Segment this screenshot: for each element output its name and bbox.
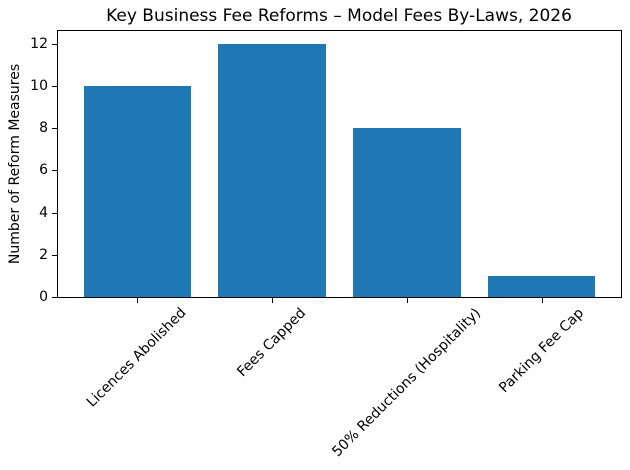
y-tick-mark xyxy=(52,85,57,87)
y-tick-label: 2 xyxy=(39,246,48,263)
x-tick-label: Parking Fee Cap xyxy=(495,305,587,397)
y-tick-mark xyxy=(52,170,57,172)
y-tick-label: 0 xyxy=(39,289,48,305)
bar xyxy=(218,43,327,297)
y-tick-label: 6 xyxy=(39,162,48,179)
x-tick-label: Licences Abolished xyxy=(84,304,190,411)
y-tick-mark xyxy=(52,128,57,130)
x-tick-mark xyxy=(272,298,274,303)
chart-title: Key Business Fee Reforms – Model Fees By… xyxy=(106,6,572,26)
y-tick-label: 4 xyxy=(39,204,48,221)
x-tick-mark xyxy=(541,298,543,303)
y-tick-label: 10 xyxy=(30,77,48,94)
x-tick-label: 50% Reductions (Hospitality) xyxy=(329,304,484,460)
x-tick-mark xyxy=(137,298,139,303)
x-tick-mark xyxy=(406,298,408,303)
bar xyxy=(352,128,461,297)
y-tick-mark xyxy=(52,297,57,298)
y-tick-label: 12 xyxy=(30,35,48,52)
y-tick-mark xyxy=(52,254,57,256)
x-tick-label: Fees Capped xyxy=(234,305,310,380)
y-tick-mark xyxy=(52,43,57,45)
y-tick-mark xyxy=(52,212,57,214)
y-tick-label: 8 xyxy=(39,120,48,137)
bar xyxy=(83,85,192,297)
plot-area xyxy=(57,30,622,298)
bar xyxy=(487,275,596,297)
